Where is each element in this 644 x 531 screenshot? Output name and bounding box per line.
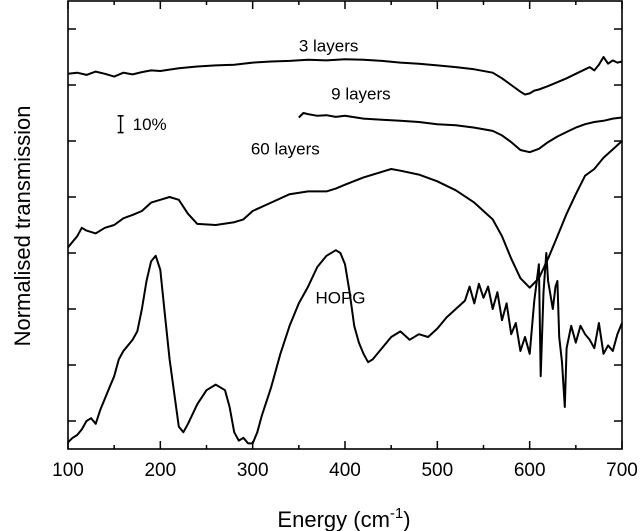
- y-axis-title: Normalised transmission: [10, 106, 35, 347]
- series-label-3-layers: 3 layers: [299, 36, 359, 55]
- x-tick-label: 300: [237, 460, 269, 481]
- x-axis: 100 200 300 400 500 600 700: [52, 1, 638, 481]
- y-axis: [68, 28, 622, 422]
- series-label-60-layers: 60 layers: [251, 139, 320, 158]
- x-tick-label: 500: [421, 460, 453, 481]
- series-line-9-layers: [298, 112, 623, 154]
- plot-series: [67, 56, 623, 445]
- series-line-hopg: [67, 249, 623, 445]
- series-line-3-layers: [67, 56, 623, 96]
- x-tick-label: 100: [52, 460, 84, 481]
- x-tick-label: 200: [144, 460, 176, 481]
- series-label-9-layers: 9 layers: [331, 85, 391, 104]
- x-tick-label: 400: [329, 460, 361, 481]
- scale-bar-label: 10%: [133, 115, 167, 134]
- x-tick-label: 600: [514, 460, 546, 481]
- scale-bar: 10%: [117, 115, 167, 134]
- series-labels: 3 layers 9 layers 60 layers HOPG: [251, 36, 391, 307]
- plot-frame: [67, 0, 623, 450]
- x-tick-label: 700: [606, 460, 638, 481]
- x-axis-title: Energy (cm-1): [277, 505, 410, 531]
- series-label-hopg: HOPG: [315, 288, 365, 307]
